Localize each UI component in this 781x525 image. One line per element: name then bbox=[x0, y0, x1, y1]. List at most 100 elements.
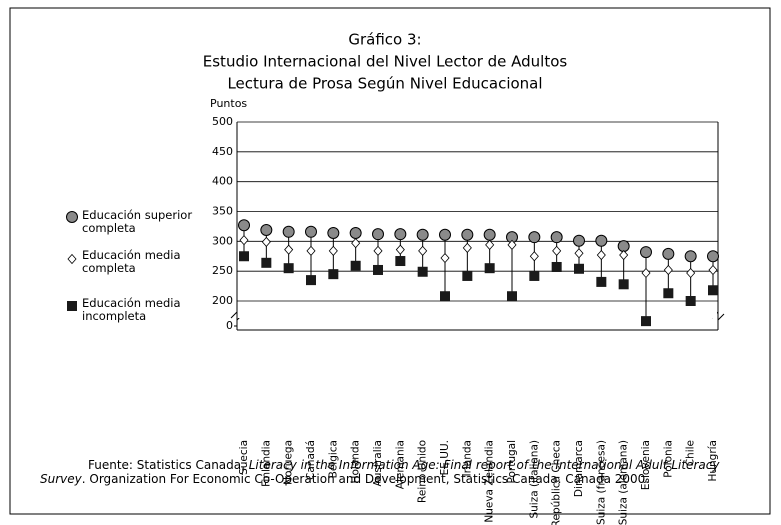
marker bbox=[528, 231, 541, 244]
x-tick-label: Nueva Zelandia bbox=[484, 440, 496, 523]
marker bbox=[283, 263, 294, 274]
marker bbox=[239, 251, 249, 262]
x-tick-label: Hungría bbox=[707, 440, 719, 482]
marker bbox=[641, 267, 651, 279]
marker bbox=[529, 251, 539, 262]
marker bbox=[440, 291, 450, 302]
footnote-text: Literacy in the Information Age: Final r… bbox=[40, 458, 720, 486]
footnote-text: . Organization For Economic Co-Operation… bbox=[81, 472, 650, 486]
marker bbox=[418, 245, 428, 256]
marker bbox=[462, 242, 472, 253]
marker bbox=[685, 296, 696, 306]
x-tick-label: Noruega bbox=[283, 440, 295, 485]
marker bbox=[662, 247, 675, 260]
legend-label: Educación superior completa bbox=[82, 208, 193, 235]
y-tick-label: 400 bbox=[212, 175, 233, 188]
marker bbox=[261, 257, 272, 268]
x-tick-label: EE.UU. bbox=[439, 440, 451, 475]
marker bbox=[261, 236, 271, 248]
marker bbox=[529, 270, 540, 281]
x-tick-label: Irlanda bbox=[461, 440, 473, 477]
marker bbox=[484, 263, 495, 274]
marker bbox=[619, 249, 629, 261]
marker bbox=[462, 270, 473, 281]
marker bbox=[416, 228, 429, 241]
legend-label: Educación media incompleta bbox=[82, 296, 181, 323]
x-tick-label: Bélgica bbox=[327, 440, 339, 478]
x-tick-label: Suiza (alemana) bbox=[618, 440, 630, 525]
x-tick-label: Alemania bbox=[394, 440, 406, 489]
marker bbox=[707, 250, 719, 263]
marker bbox=[439, 228, 451, 241]
marker bbox=[684, 250, 697, 263]
marker bbox=[327, 226, 340, 239]
marker bbox=[395, 244, 405, 255]
chart-title: Estudio Internacional del Nivel Lector d… bbox=[203, 53, 568, 71]
x-tick-label: Eslovenia bbox=[640, 440, 652, 490]
y-tick-label: 350 bbox=[212, 205, 233, 218]
footnote: Fuente: Statistics Canada, Literacy in t… bbox=[40, 458, 740, 486]
marker bbox=[574, 263, 584, 274]
x-tick-label: Dinamarca bbox=[573, 440, 585, 497]
marker bbox=[550, 231, 563, 244]
y-tick-label: 500 bbox=[212, 115, 233, 128]
marker bbox=[373, 264, 383, 275]
marker bbox=[574, 248, 584, 259]
marker bbox=[260, 223, 273, 236]
marker bbox=[663, 288, 674, 299]
marker bbox=[573, 234, 585, 247]
marker bbox=[417, 266, 428, 277]
x-tick-label: Suiza (francesa) bbox=[595, 440, 607, 525]
marker bbox=[596, 276, 607, 287]
marker bbox=[440, 252, 450, 264]
marker bbox=[351, 238, 361, 249]
marker bbox=[372, 228, 384, 241]
y-tick-label: 250 bbox=[212, 264, 233, 277]
marker bbox=[618, 279, 629, 290]
marker bbox=[66, 211, 78, 223]
marker bbox=[663, 264, 673, 276]
marker bbox=[350, 260, 361, 271]
marker bbox=[708, 264, 718, 276]
x-tick-label: Canadá bbox=[305, 440, 317, 480]
marker bbox=[686, 267, 696, 279]
marker bbox=[349, 226, 362, 239]
x-tick-label: Portugal bbox=[506, 440, 518, 484]
x-tick-label: República Checa bbox=[551, 440, 563, 525]
border bbox=[9, 7, 771, 515]
marker bbox=[67, 253, 77, 265]
x-tick-label: Chile bbox=[685, 440, 697, 466]
marker bbox=[239, 235, 249, 246]
marker bbox=[306, 275, 316, 286]
x-tick-label: Suecia bbox=[238, 440, 250, 475]
marker bbox=[595, 234, 608, 247]
marker bbox=[282, 225, 295, 238]
y-tick-label: 0 bbox=[226, 319, 233, 332]
y-tick-label: 200 bbox=[212, 294, 233, 307]
marker bbox=[485, 239, 495, 251]
marker bbox=[306, 245, 316, 256]
marker bbox=[708, 285, 718, 296]
footnote-text: Fuente: Statistics Canada, bbox=[88, 458, 249, 472]
marker bbox=[596, 249, 606, 261]
marker bbox=[507, 291, 517, 302]
x-tick-label: Holanda bbox=[350, 440, 362, 483]
marker bbox=[640, 246, 652, 259]
marker bbox=[461, 228, 474, 241]
marker bbox=[483, 228, 496, 241]
axis-break-gap bbox=[238, 312, 717, 318]
y-tick-label: 450 bbox=[212, 145, 233, 158]
marker bbox=[507, 239, 517, 251]
marker bbox=[305, 225, 317, 238]
marker bbox=[641, 316, 651, 327]
x-tick-label: Finlandia bbox=[260, 440, 272, 487]
marker bbox=[552, 245, 562, 256]
marker bbox=[395, 256, 406, 267]
marker bbox=[373, 245, 383, 256]
x-tick-label: Polonia bbox=[662, 440, 674, 478]
marker bbox=[328, 269, 339, 280]
x-tick-label: Suiza (italiana) bbox=[528, 440, 540, 519]
marker bbox=[284, 244, 294, 255]
